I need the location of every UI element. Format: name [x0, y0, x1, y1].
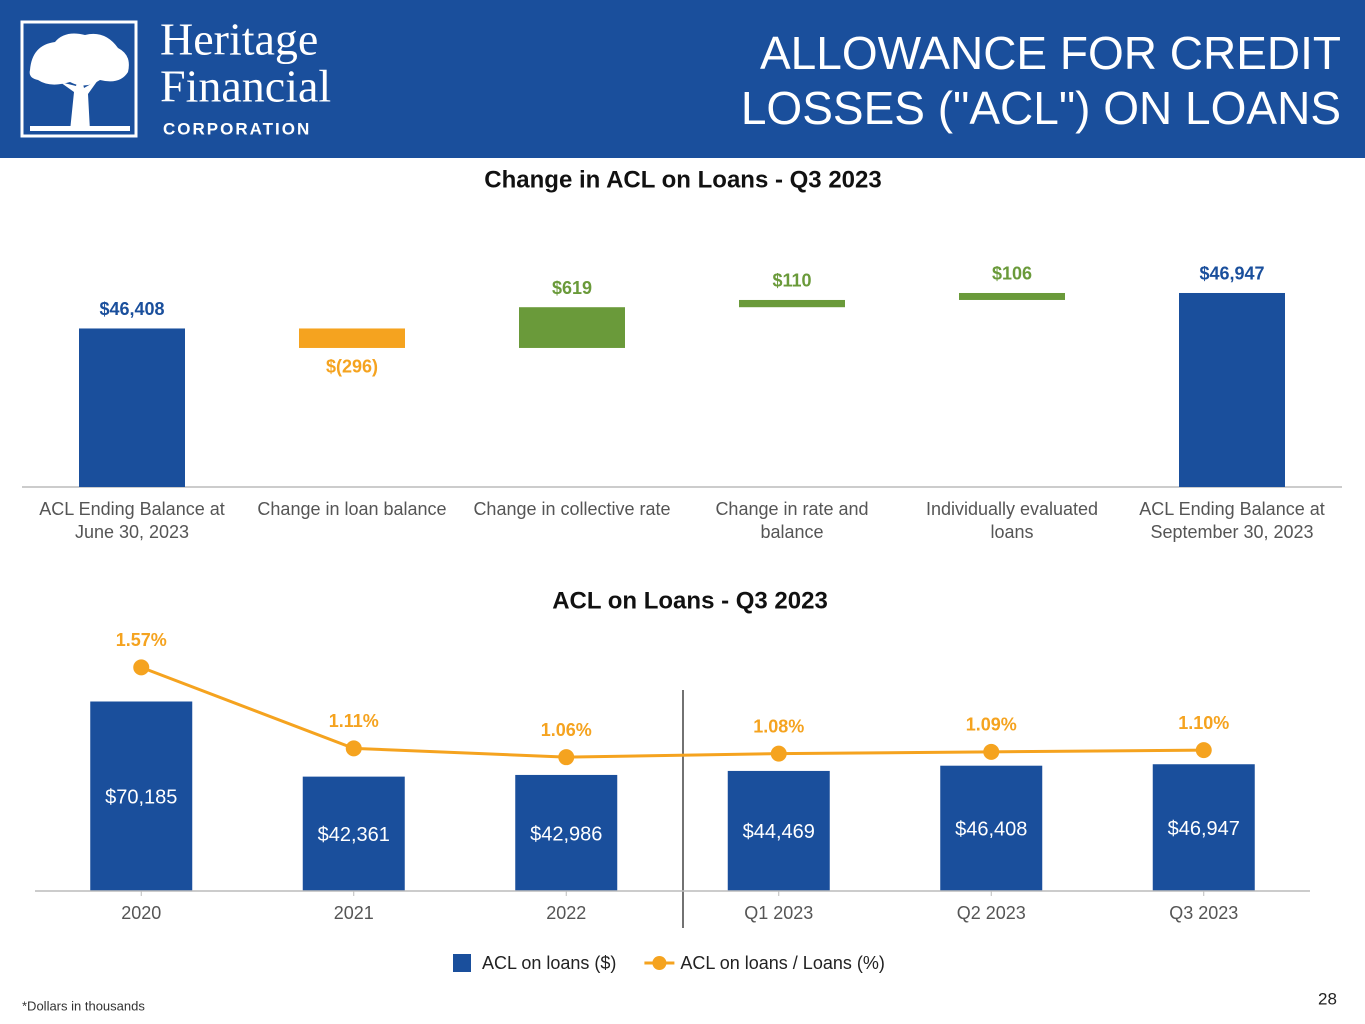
bar	[727, 770, 830, 891]
data-label: $44,469	[743, 821, 815, 843]
logo-text: Financial	[160, 61, 331, 112]
data-label: $46,408	[99, 299, 164, 319]
data-label: 1.09%	[966, 715, 1017, 735]
slide-title: LOSSES ("ACL") ON LOANS	[740, 82, 1341, 134]
bar	[1152, 764, 1255, 891]
bar	[959, 292, 1065, 300]
data-label: $42,361	[318, 824, 390, 846]
logo-subtext: CORPORATION	[163, 119, 311, 138]
x-tick-label: Q1 2023	[744, 903, 813, 923]
data-label: $46,947	[1168, 818, 1240, 840]
x-tick-label: ACL Ending Balance at June 30, 2023	[39, 499, 225, 542]
header-band	[0, 0, 1365, 158]
legend-label: ACL on loans ($)	[482, 953, 616, 973]
line-point	[133, 659, 150, 676]
bar	[739, 299, 845, 308]
x-tick-label: 2021	[334, 903, 374, 923]
bar	[79, 328, 185, 487]
data-label: $106	[992, 264, 1032, 284]
data-label: 1.10%	[1178, 713, 1229, 733]
x-tick-label: ACL Ending Balance at September 30, 2023	[1139, 499, 1325, 542]
data-label: $46,408	[955, 819, 1027, 841]
x-tick-label: 2022	[546, 903, 586, 923]
page-number: 28	[1318, 989, 1337, 1008]
line-point	[345, 740, 362, 757]
bar	[302, 776, 405, 891]
bar	[299, 328, 405, 348]
chart-title: Change in ACL on Loans - Q3 2023	[484, 166, 881, 193]
x-tick-label: Change in rate and balance	[715, 499, 869, 542]
legend-swatch	[652, 956, 667, 970]
slide-title: ALLOWANCE FOR CREDIT	[759, 27, 1341, 79]
bar	[1179, 292, 1285, 487]
x-tick-label: 2020	[121, 903, 161, 923]
bar	[90, 701, 193, 891]
bar	[940, 765, 1043, 891]
legend-label: ACL on loans / Loans (%)	[680, 953, 884, 973]
x-tick-label: Individually evaluated loans	[925, 499, 1099, 542]
line-point	[770, 745, 787, 762]
data-label: $619	[552, 278, 592, 298]
bar	[519, 307, 625, 348]
data-label: 1.08%	[753, 716, 804, 736]
legend-swatch	[453, 954, 471, 972]
x-tick-label: Change in loan balance	[257, 499, 447, 519]
data-label: $46,947	[1199, 264, 1264, 284]
data-label: 1.06%	[541, 720, 592, 740]
data-label: $70,185	[105, 787, 177, 809]
line-point	[1195, 742, 1212, 759]
line-point	[558, 749, 575, 766]
data-label: $110	[772, 271, 811, 291]
x-tick-label: Q3 2023	[1169, 903, 1238, 923]
line-point	[983, 743, 1000, 760]
data-label: $42,986	[530, 823, 602, 845]
footnote: *Dollars in thousands	[22, 998, 145, 1013]
data-label: 1.11%	[329, 711, 379, 731]
logo-text: Heritage	[160, 14, 318, 65]
logo-mark	[20, 20, 138, 138]
x-tick-label: Q2 2023	[957, 903, 1026, 923]
bar	[515, 774, 618, 891]
data-label: 1.57%	[116, 630, 167, 650]
x-tick-label: Change in collective rate	[473, 499, 671, 519]
line-series	[140, 665, 1204, 759]
chart-title: ACL on Loans - Q3 2023	[552, 587, 828, 614]
data-label: $(296)	[326, 357, 378, 377]
